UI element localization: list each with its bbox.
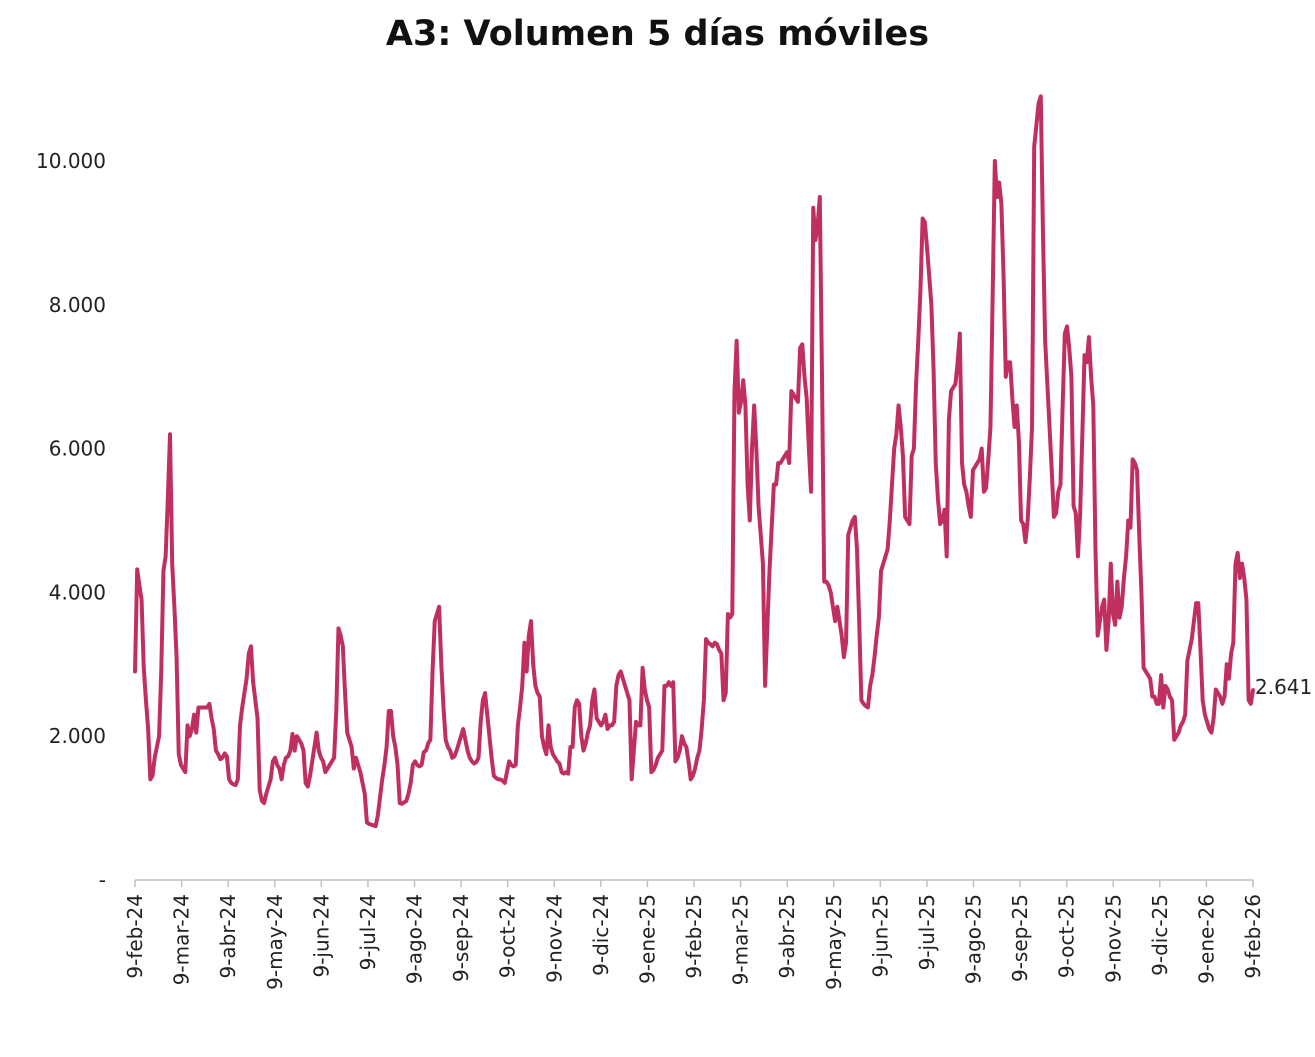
x-tick-label: 9-abr-25: [775, 894, 799, 979]
x-tick-label: 9-may-24: [263, 894, 287, 990]
x-axis: 9-feb-24 9-mar-24 9-abr-24 9-may-24 9-jun-24…: [123, 879, 1265, 990]
x-tick-label: 9-mar-24: [170, 894, 194, 985]
x-tick-label: 9-jul-24: [356, 894, 380, 970]
x-tick-label: 9-nov-24: [542, 894, 566, 983]
x-tick-label: 9-feb-25: [682, 894, 706, 979]
series-layer: [133, 94, 1255, 829]
series-line: [133, 94, 1255, 829]
x-tick-label: 9-oct-25: [1055, 894, 1079, 978]
chart-title: A3: Volumen 5 días móviles: [385, 14, 930, 54]
x-tick-label: 9-feb-26: [1241, 894, 1265, 979]
x-tick-label: 9-nov-25: [1101, 894, 1125, 983]
x-tick-label: 9-sep-25: [1008, 894, 1032, 982]
x-tick-label: 9-ago-25: [962, 894, 986, 984]
x-tick-label: 9-jun-25: [868, 894, 892, 978]
x-tick-label: 9-ene-26: [1194, 894, 1218, 984]
x-tick-label: 9-ago-24: [403, 894, 427, 984]
y-tick-label: -: [99, 868, 106, 892]
x-tick-label: 9-dic-25: [1148, 894, 1172, 976]
end-value-label: 2.641: [1255, 675, 1312, 699]
y-tick-label: 10.000: [36, 149, 106, 173]
x-tick-label: 9-dic-24: [589, 894, 613, 976]
y-tick-label: 6.000: [49, 437, 106, 461]
x-tick-label: 9-sep-24: [449, 894, 473, 982]
x-tick-label: 9-oct-24: [496, 894, 520, 978]
y-axis: - 2.000 4.000 6.000 8.000 10.000: [36, 149, 106, 892]
x-tick-label: 9-ene-25: [635, 894, 659, 984]
x-tick-label: 9-mar-25: [729, 894, 753, 985]
x-tick-label: 9-jun-24: [309, 894, 333, 978]
x-tick-label: 9-jul-25: [915, 894, 939, 970]
label-layer: 2.641: [1255, 675, 1312, 699]
x-tick-label: 9-may-25: [822, 894, 846, 990]
y-tick-label: 8.000: [49, 293, 106, 317]
y-tick-label: 4.000: [49, 580, 106, 604]
x-tick-label: 9-feb-24: [123, 894, 147, 979]
y-tick-label: 2.000: [49, 724, 106, 748]
x-tick-label: 9-abr-24: [216, 894, 240, 979]
